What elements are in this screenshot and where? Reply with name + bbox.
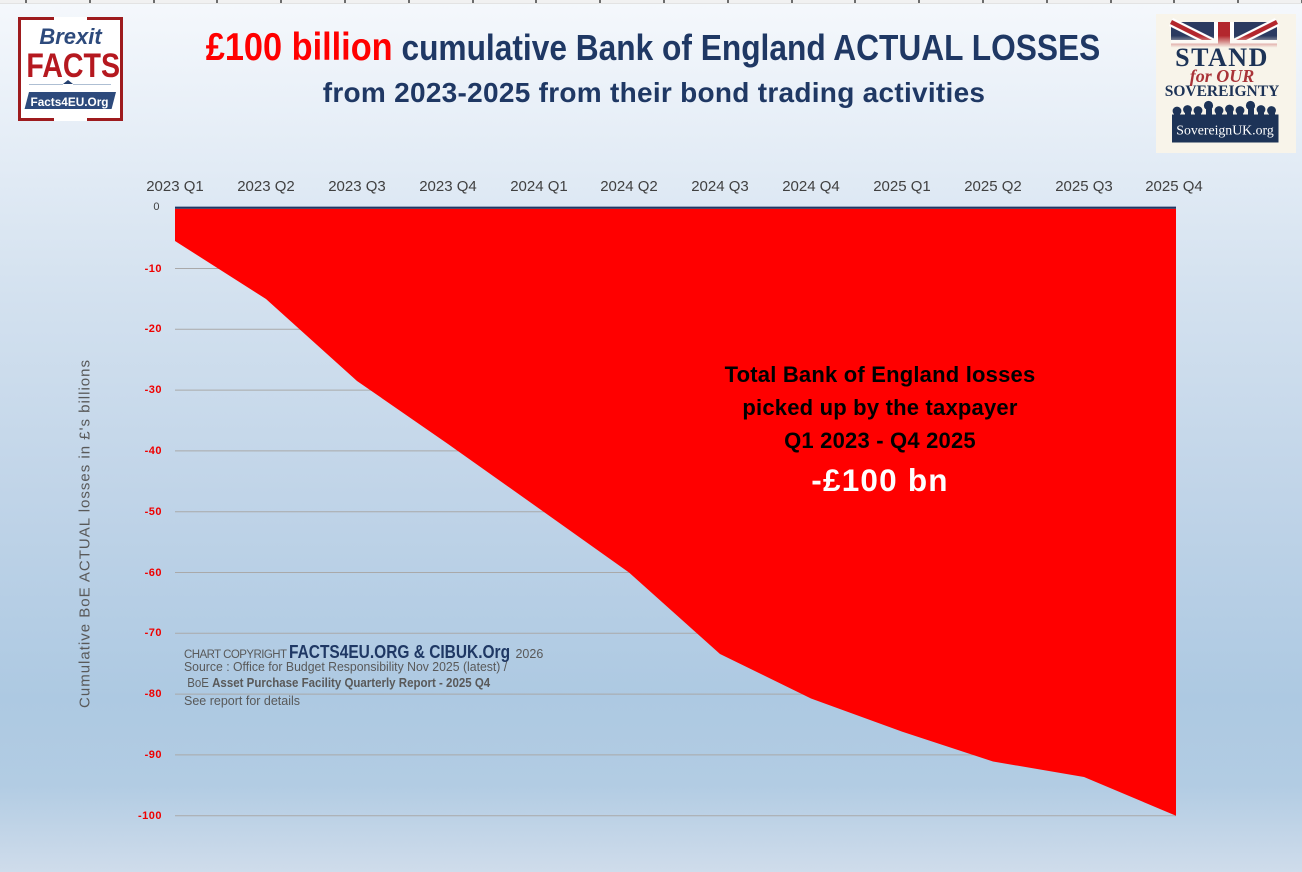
svg-text:SovereignUK.org: SovereignUK.org xyxy=(1176,123,1274,138)
